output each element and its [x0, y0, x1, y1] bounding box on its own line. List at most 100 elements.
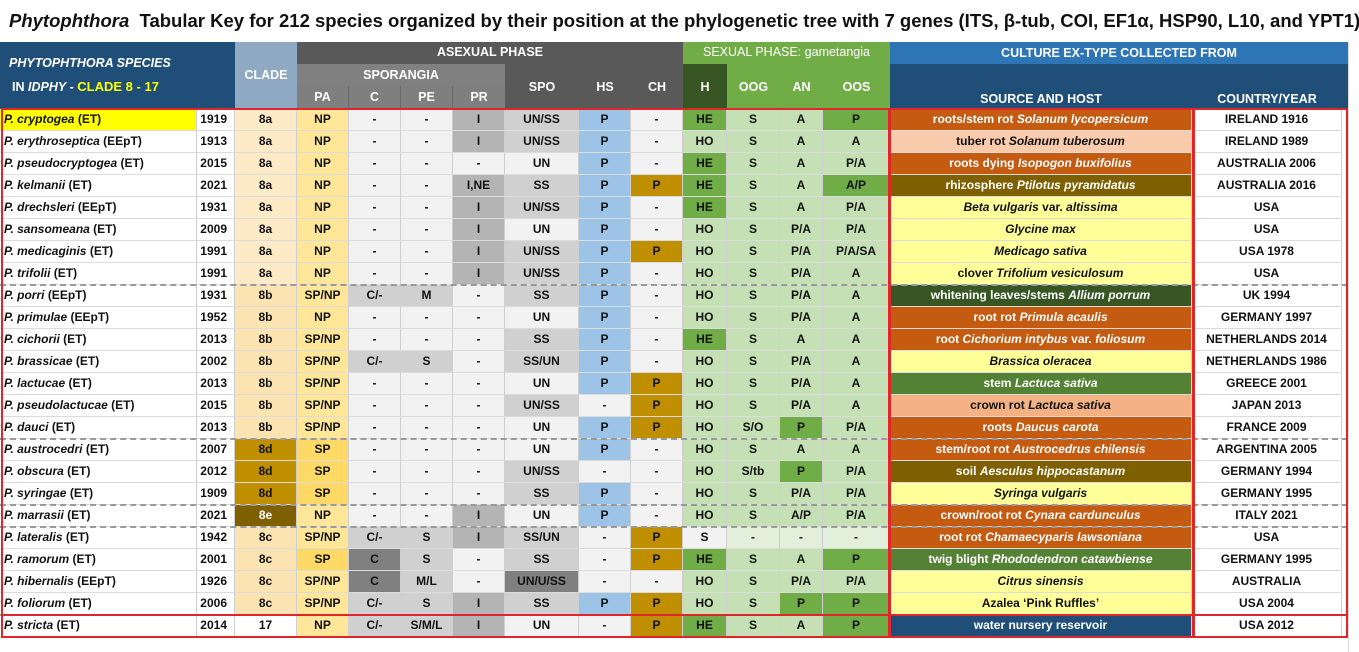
- pa-cell: NP: [297, 175, 349, 197]
- source-text: whitening leaves/stems: [930, 288, 1069, 302]
- ch-cell: P: [631, 417, 683, 439]
- source-text: Syringa vulgaris: [993, 486, 1088, 500]
- source-cell: twig blight Rhododendron catawbiense: [890, 549, 1192, 571]
- table-row: P. drechsleri (EEpT) 1931 8a NP - - I UN/SS P - HE…: [0, 197, 1342, 219]
- species-name: P. stricta: [4, 618, 54, 632]
- pa-cell: SP/NP: [297, 395, 349, 417]
- oos-cell: P/A: [823, 417, 890, 439]
- source-text: Lactuca sativa: [1028, 398, 1111, 412]
- an-cell: P/A: [780, 219, 823, 241]
- h-cell: HE: [683, 329, 727, 351]
- type-tag: (ET): [72, 552, 96, 566]
- type-tag: (ET): [89, 244, 114, 258]
- table-header: PHYTOPHTHORA SPECIES IN IDPHY - CLADE 8 …: [0, 42, 1348, 109]
- pa-cell: SP: [297, 439, 349, 461]
- oog-cell: S: [727, 439, 780, 461]
- spo-cell: UN/SS: [505, 241, 579, 263]
- pe-cell: S/M/L: [401, 615, 453, 637]
- oos-cell: A: [823, 395, 890, 417]
- oos-cell: P/A: [823, 153, 890, 175]
- h-cell: HO: [683, 351, 727, 373]
- type-tag: (ET): [63, 332, 87, 346]
- species-name: P. austrocedri: [4, 442, 83, 456]
- c-cell: C: [349, 571, 401, 593]
- species-name: P. porri: [4, 288, 45, 302]
- hs-cell: P: [579, 439, 631, 461]
- country-cell: USA 2012: [1192, 615, 1342, 637]
- an-cell: P: [780, 593, 823, 615]
- pe-cell: -: [401, 307, 453, 329]
- pr-cell: I: [453, 615, 505, 637]
- country-cell: USA: [1192, 219, 1342, 241]
- year-cell: 1942: [197, 527, 235, 549]
- hs-cell: P: [579, 351, 631, 373]
- pr-cell: -: [453, 153, 505, 175]
- species-name: P. cryptogea: [4, 112, 75, 126]
- pe-cell: -: [401, 505, 453, 527]
- table-row: P. dauci (ET) 2013 8b SP/NP - - - UN P P HO S/O P P/A…: [0, 417, 1342, 439]
- source-text: Daucus carota: [1015, 420, 1099, 434]
- species-name: P. obscura: [4, 464, 64, 478]
- source-cell: root Cichorium intybus var. foliosum: [890, 329, 1192, 351]
- hs-cell: -: [579, 571, 631, 593]
- country-cell: NETHERLANDS 2014: [1192, 329, 1342, 351]
- clade-cell: 17: [235, 615, 297, 637]
- page-title: Phytophthora Tabular Key for 212 species…: [0, 0, 1359, 42]
- species-cell: P. trifolii (ET): [0, 263, 197, 285]
- oog-cell: S: [727, 241, 780, 263]
- species-name: P. dauci: [4, 420, 49, 434]
- source-text: var.: [1038, 200, 1067, 214]
- type-tag: (ET): [85, 442, 110, 456]
- source-text: Cynara cardunculus: [1025, 508, 1141, 522]
- c-cell: C/-: [349, 615, 401, 637]
- species-name: P. pseudolactucae: [4, 398, 108, 412]
- spo-cell: UN/U/SS: [505, 571, 579, 593]
- an-cell: A: [780, 615, 823, 637]
- table-row: P. stricta (ET) 2014 17 NP C/- S/M/L I UN - P HE S A…: [0, 615, 1342, 637]
- pa-cell: NP: [297, 153, 349, 175]
- hs-cell: P: [579, 329, 631, 351]
- source-text: Citrus sinensis: [997, 574, 1084, 588]
- ch-cell: P: [631, 549, 683, 571]
- ch-cell: -: [631, 109, 683, 131]
- pe-cell: -: [401, 109, 453, 131]
- source-text: stem/root rot: [935, 442, 1013, 456]
- clade-cell: 8b: [235, 351, 297, 373]
- c-cell: C/-: [349, 527, 401, 549]
- year-cell: 1991: [197, 263, 235, 285]
- type-tag: (ET): [68, 596, 92, 610]
- pa-cell: SP/NP: [297, 351, 349, 373]
- country-cell: ARGENTINA 2005: [1192, 439, 1342, 461]
- source-text: Beta vulgaris: [963, 200, 1039, 214]
- oog-cell: S: [727, 615, 780, 637]
- hs-cell: P: [579, 131, 631, 153]
- c-cell: -: [349, 395, 401, 417]
- ch-cell: P: [631, 373, 683, 395]
- oog-cell: S: [727, 483, 780, 505]
- source-text: crown rot: [970, 398, 1029, 412]
- an-cell: P/A: [780, 395, 823, 417]
- clade-cell: 8b: [235, 395, 297, 417]
- oog-cell: S: [727, 373, 780, 395]
- oog-cell: S: [727, 307, 780, 329]
- spo-cell: SS/UN: [505, 527, 579, 549]
- clade-cell: 8c: [235, 593, 297, 615]
- pa-cell: SP/NP: [297, 527, 349, 549]
- country-cell: ITALY 2021: [1192, 505, 1342, 527]
- spo-cell: UN: [505, 417, 579, 439]
- pr-cell: -: [453, 549, 505, 571]
- c-cell: C/-: [349, 593, 401, 615]
- h-cell: HE: [683, 175, 727, 197]
- pr-cell: -: [453, 307, 505, 329]
- oog-cell: S: [727, 197, 780, 219]
- country-cell: IRELAND 1989: [1192, 131, 1342, 153]
- h-cell: HO: [683, 373, 727, 395]
- oos-cell: A: [823, 285, 890, 307]
- source-text: roots/stem rot: [932, 112, 1017, 126]
- h-cell: HE: [683, 197, 727, 219]
- country-cell: NETHERLANDS 1986: [1192, 351, 1342, 373]
- hs-cell: -: [579, 549, 631, 571]
- pe-cell: -: [401, 153, 453, 175]
- source-text: Austrocedrus chilensis: [1012, 442, 1146, 456]
- c-cell: -: [349, 153, 401, 175]
